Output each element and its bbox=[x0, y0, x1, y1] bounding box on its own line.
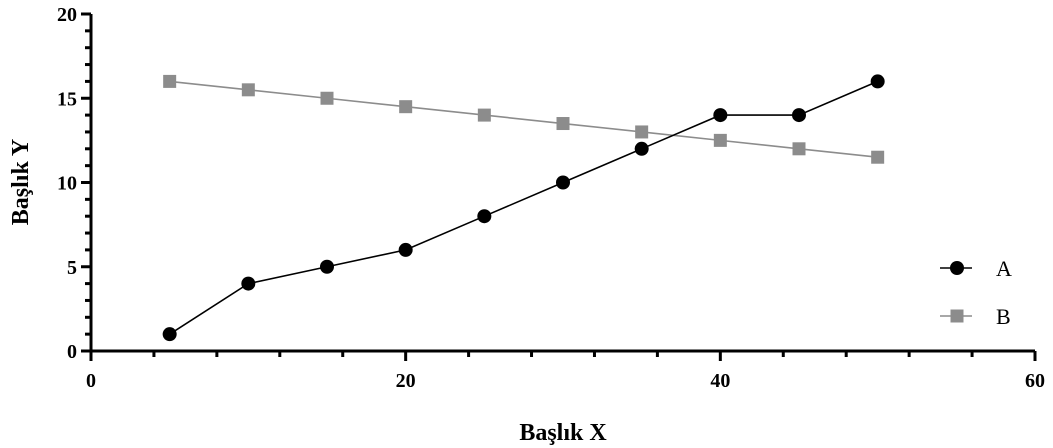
x-tick-label: 0 bbox=[86, 370, 96, 392]
data-point-A bbox=[477, 209, 492, 224]
data-point-B bbox=[399, 100, 413, 114]
data-point-B bbox=[241, 83, 255, 97]
y-ticks: 0 5 10 15 20 bbox=[57, 4, 91, 363]
legend-item-B: B bbox=[940, 304, 1011, 329]
y-tick-label: 20 bbox=[57, 4, 77, 26]
legend-label-A: A bbox=[996, 256, 1012, 281]
x-axis-title: Başlık X bbox=[519, 420, 607, 446]
data-point-B bbox=[635, 125, 649, 139]
series-line-A bbox=[169, 80, 878, 335]
data-point-B bbox=[320, 91, 334, 105]
series-line-B bbox=[169, 80, 878, 159]
series-B bbox=[163, 74, 885, 164]
y-axis-title: Başlık Y bbox=[8, 139, 34, 225]
data-point-A bbox=[162, 327, 177, 342]
x-tick-label: 40 bbox=[710, 370, 730, 392]
data-point-A bbox=[713, 108, 728, 123]
series-A bbox=[162, 74, 885, 342]
axes: 0 5 10 15 20 0 20 40 60 bbox=[57, 4, 1045, 392]
data-point-A bbox=[634, 141, 649, 156]
legend-item-A: A bbox=[940, 256, 1012, 281]
legend-label-B: B bbox=[996, 304, 1011, 329]
x-tick-label: 20 bbox=[396, 370, 416, 392]
y-tick-label: 10 bbox=[57, 173, 77, 195]
data-point-A bbox=[792, 108, 806, 123]
data-point-A bbox=[556, 175, 570, 190]
data-point-A bbox=[870, 74, 885, 89]
data-point-A bbox=[320, 259, 334, 274]
data-point-A bbox=[241, 276, 256, 291]
series-layer bbox=[162, 74, 885, 342]
data-point-B bbox=[477, 108, 491, 122]
legend-marker-B bbox=[950, 309, 964, 323]
data-point-B bbox=[792, 142, 806, 156]
data-point-B bbox=[871, 150, 885, 164]
y-tick-label: 5 bbox=[67, 257, 77, 279]
legend-marker-A bbox=[950, 261, 964, 275]
data-point-B bbox=[163, 74, 177, 88]
y-tick-label: 15 bbox=[57, 88, 77, 110]
data-point-B bbox=[713, 133, 727, 147]
legend: AB bbox=[940, 256, 1012, 329]
x-tick-label: 60 bbox=[1025, 370, 1045, 392]
data-point-B bbox=[556, 117, 570, 131]
x-ticks: 0 20 40 60 bbox=[86, 351, 1045, 392]
y-tick-label: 0 bbox=[67, 341, 77, 363]
data-point-A bbox=[398, 242, 413, 257]
